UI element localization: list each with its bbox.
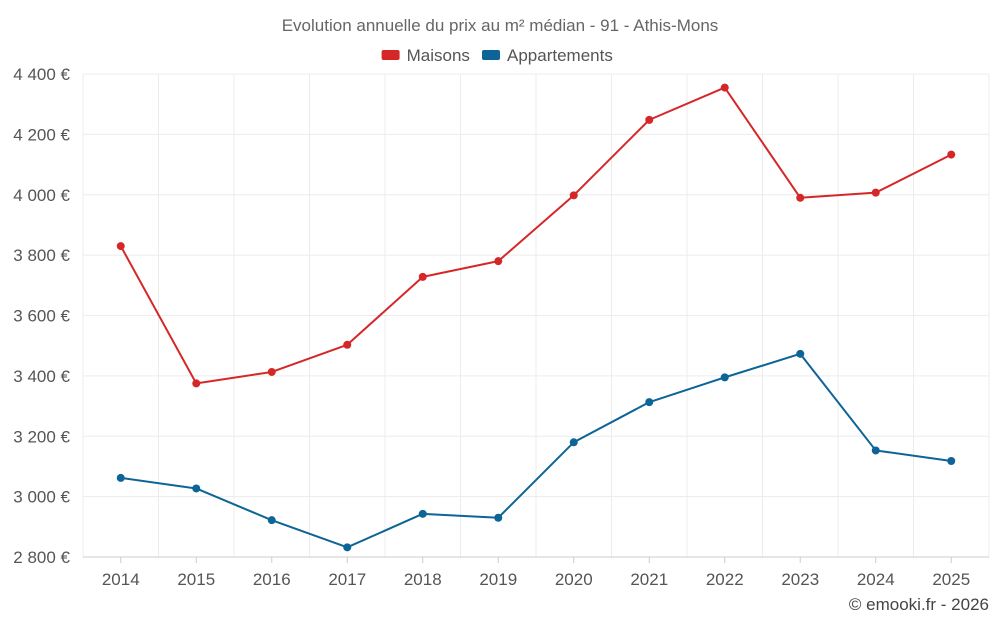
- data-point-appartements[interactable]: [116, 473, 125, 482]
- x-tick-label: 2025: [932, 570, 970, 589]
- grid: [82, 73, 990, 558]
- credit-text: © emooki.fr - 2026: [849, 595, 989, 614]
- x-tick-label: 2024: [857, 570, 895, 589]
- data-point-appartements[interactable]: [192, 484, 201, 493]
- series-layer: [116, 83, 956, 552]
- legend-label-appartements[interactable]: Appartements: [507, 46, 613, 65]
- x-tick-label: 2020: [555, 570, 593, 589]
- series-line-appartements: [120, 352, 952, 549]
- data-point-maisons[interactable]: [267, 367, 276, 376]
- data-point-maisons[interactable]: [116, 242, 125, 251]
- y-tick-label: 4 400 €: [13, 65, 70, 84]
- data-point-maisons[interactable]: [192, 379, 201, 388]
- data-point-appartements[interactable]: [494, 513, 503, 522]
- y-tick-label: 3 000 €: [13, 488, 70, 507]
- y-tick-label: 3 200 €: [13, 427, 70, 446]
- x-tick-label: 2014: [102, 570, 140, 589]
- data-point-maisons[interactable]: [720, 83, 729, 92]
- data-point-appartements[interactable]: [947, 457, 956, 466]
- y-tick-label: 2 800 €: [13, 548, 70, 567]
- y-tick-label: 4 200 €: [13, 125, 70, 144]
- x-tick-label: 2018: [404, 570, 442, 589]
- data-point-maisons[interactable]: [796, 193, 805, 202]
- chart-title: Evolution annuelle du prix au m² médian …: [282, 16, 719, 35]
- data-point-maisons[interactable]: [569, 191, 578, 200]
- data-point-maisons[interactable]: [494, 257, 503, 266]
- x-tick-label: 2022: [706, 570, 744, 589]
- series-line-maisons: [119, 86, 952, 385]
- data-point-appartements[interactable]: [645, 398, 654, 407]
- x-tick-label: 2019: [479, 570, 517, 589]
- x-tick-label: 2015: [177, 570, 215, 589]
- data-point-maisons[interactable]: [871, 188, 880, 197]
- data-point-maisons[interactable]: [343, 340, 352, 349]
- y-tick-label: 3 600 €: [13, 307, 70, 326]
- data-point-maisons[interactable]: [418, 272, 427, 281]
- x-tick-label: 2016: [253, 570, 291, 589]
- data-point-appartements[interactable]: [796, 349, 805, 358]
- legend: Maisons Appartements: [381, 46, 613, 65]
- y-tick-label: 3 800 €: [13, 246, 70, 265]
- data-point-appartements[interactable]: [418, 509, 427, 518]
- legend-label-maisons[interactable]: Maisons: [407, 46, 470, 65]
- x-tick-label: 2023: [781, 570, 819, 589]
- legend-swatch-appartements[interactable]: [482, 50, 500, 60]
- legend-swatch-maisons[interactable]: [381, 50, 400, 60]
- data-point-appartements[interactable]: [720, 373, 729, 382]
- data-point-appartements[interactable]: [267, 516, 276, 525]
- data-point-appartements[interactable]: [569, 438, 578, 447]
- data-point-maisons[interactable]: [645, 115, 654, 124]
- y-tick-label: 4 000 €: [13, 186, 70, 205]
- data-point-appartements[interactable]: [343, 543, 352, 552]
- y-tick-label: 3 400 €: [13, 367, 70, 386]
- data-point-appartements[interactable]: [871, 446, 880, 455]
- axes: 2 800 € 3 000 € 3 200 € 3 400 € 3 600 € 3 800…: [13, 65, 989, 589]
- x-tick-label: 2021: [630, 570, 668, 589]
- x-tick-label: 2017: [328, 570, 366, 589]
- data-point-maisons[interactable]: [947, 150, 956, 159]
